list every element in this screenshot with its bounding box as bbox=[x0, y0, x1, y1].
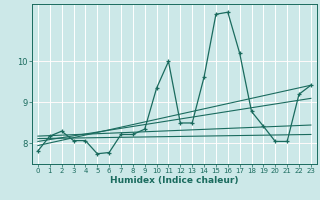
X-axis label: Humidex (Indice chaleur): Humidex (Indice chaleur) bbox=[110, 176, 239, 185]
